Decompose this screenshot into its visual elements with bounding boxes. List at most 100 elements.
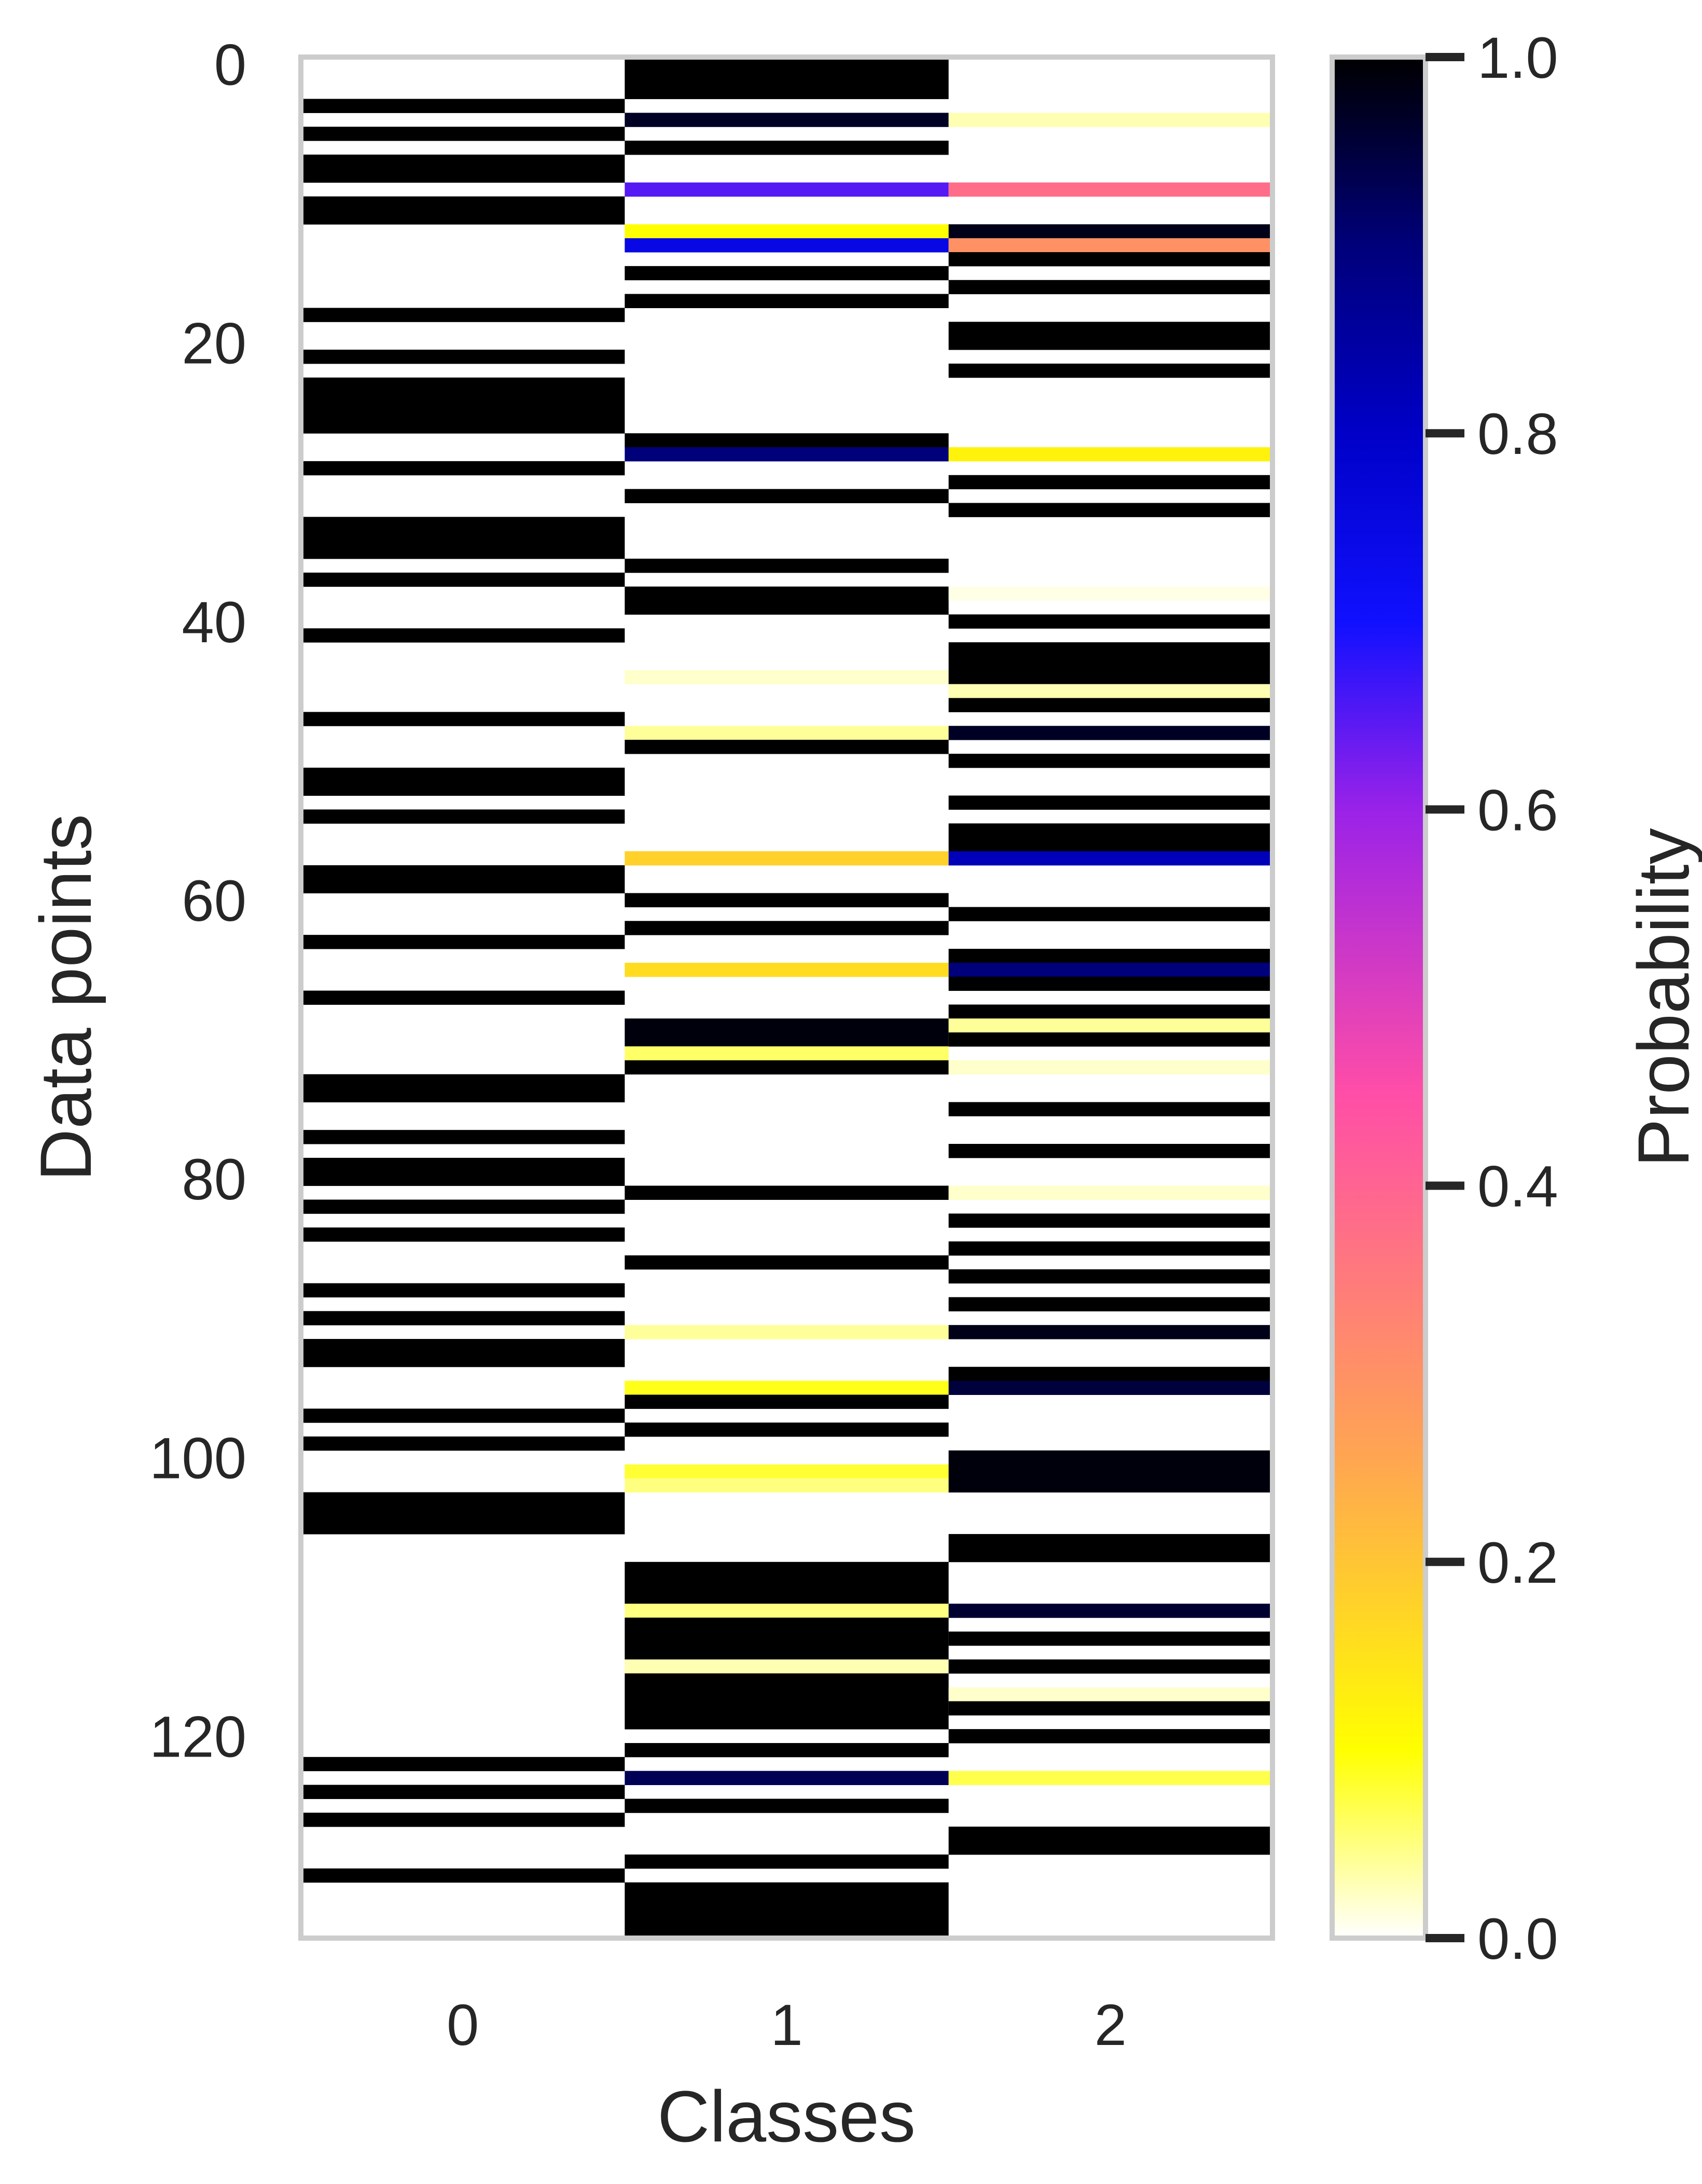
heatmap-cell-class-2 — [948, 1632, 1272, 1646]
heatmap-cell-class-2 — [948, 447, 1272, 462]
heatmap-cell-class-1 — [625, 57, 949, 100]
heatmap-cell-class-1 — [625, 1422, 949, 1437]
y-tick-label: 60 — [182, 868, 246, 933]
heatmap-cell-class-2 — [948, 1366, 1272, 1381]
heatmap-cell-class-1 — [625, 224, 949, 239]
heatmap-cell-class-2 — [948, 614, 1272, 629]
heatmap-cell-class-0 — [301, 1785, 625, 1799]
heatmap-cell-class-0 — [301, 1757, 625, 1772]
heatmap-cell-class-1 — [625, 1394, 949, 1409]
heatmap-cell-class-1 — [625, 851, 949, 866]
heatmap-cell-class-1 — [625, 740, 949, 754]
heatmap-cell-class-1 — [625, 1673, 949, 1716]
heatmap-cell-class-1 — [625, 266, 949, 281]
heatmap-cell-class-0 — [301, 628, 625, 643]
heatmap-cell-class-2 — [948, 1604, 1272, 1618]
heatmap-cell-class-1 — [625, 294, 949, 308]
heatmap-cell-class-1 — [625, 1561, 949, 1604]
colorbar-tick-label: 0.2 — [1477, 1530, 1558, 1595]
heatmap-cell-class-2 — [948, 698, 1272, 712]
heatmap-cell-class-2 — [948, 363, 1272, 378]
heatmap-cell-class-2 — [948, 1144, 1272, 1158]
heatmap-cell-class-0 — [301, 517, 625, 559]
y-tick-label: 100 — [149, 1426, 246, 1490]
heatmap-cell-class-2 — [948, 1269, 1272, 1284]
colorbar-tick-label: 0.8 — [1477, 402, 1558, 466]
heatmap-cell-class-1 — [625, 1464, 949, 1479]
heatmap-cell-class-0 — [301, 1408, 625, 1423]
heatmap-cell-class-2 — [948, 1687, 1272, 1702]
heatmap-cell-class-0 — [301, 196, 625, 225]
x-axis-label: Classes — [657, 2076, 916, 2157]
heatmap-cell-class-2 — [948, 1701, 1272, 1716]
heatmap-cell-class-1 — [625, 1604, 949, 1618]
heatmap-cell-class-0 — [301, 1227, 625, 1242]
colorbar — [1330, 54, 1428, 1941]
heatmap-cell-class-1 — [625, 1478, 949, 1492]
heatmap-cell-class-2 — [948, 1297, 1272, 1311]
heatmap-cell-class-0 — [301, 127, 625, 141]
colorbar-tick-label: 0.6 — [1477, 778, 1558, 842]
heatmap-cell-class-0 — [301, 308, 625, 322]
x-tick-labels: 0 1 2 — [447, 1993, 1127, 2057]
heatmap-cell-class-2 — [948, 113, 1272, 127]
heatmap-cell-class-1 — [625, 489, 949, 503]
y-tick-label: 120 — [149, 1705, 246, 1770]
heatmap-cell-class-2 — [948, 1004, 1272, 1019]
heatmap-cell-class-0 — [301, 1283, 625, 1297]
heatmap-cell-class-2 — [948, 907, 1272, 921]
heatmap-cell-class-0 — [301, 865, 625, 894]
x-tick-label: 2 — [1095, 1993, 1127, 2057]
heatmap-cell-class-2 — [948, 1060, 1272, 1075]
heatmap-cell-class-1 — [625, 113, 949, 127]
heatmap-cell-class-0 — [301, 99, 625, 113]
heatmap-cell-class-2 — [948, 1827, 1272, 1855]
heatmap-cell-class-0 — [301, 990, 625, 1005]
heatmap-cell-class-2 — [948, 1032, 1272, 1047]
heatmap-cell-class-1 — [625, 1185, 949, 1200]
heatmap-cell-class-2 — [948, 322, 1272, 350]
heatmap-cell-class-2 — [948, 1241, 1272, 1256]
heatmap-cell-class-1 — [625, 1046, 949, 1061]
heatmap-cell-class-0 — [301, 377, 625, 434]
heatmap-cell-class-0 — [301, 767, 625, 796]
heatmap-cell-class-1 — [625, 1060, 949, 1075]
heatmap-cell-class-2 — [948, 503, 1272, 517]
heatmap-cell-class-1 — [625, 1715, 949, 1730]
heatmap-cell-class-0 — [301, 1074, 625, 1102]
heatmap-cell-class-1 — [625, 670, 949, 685]
x-tick-label: 1 — [770, 1993, 802, 2057]
heatmap-cell-class-1 — [625, 558, 949, 573]
heatmap-cell-class-0 — [301, 1157, 625, 1186]
heatmap-cell-class-1 — [625, 1771, 949, 1786]
heatmap-cell-class-0 — [301, 1130, 625, 1144]
heatmap-cell-class-2 — [948, 238, 1272, 253]
heatmap-cell-class-2 — [948, 823, 1272, 852]
heatmap-cell-class-1 — [625, 433, 949, 448]
heatmap-cell-class-2 — [948, 976, 1272, 991]
heatmap-cell-class-0 — [301, 1339, 625, 1367]
heatmap-cell-class-1 — [625, 1018, 949, 1047]
heatmap-cell-class-1 — [625, 921, 949, 935]
heatmap-cell-class-0 — [301, 712, 625, 726]
heatmap-cell-class-0 — [301, 572, 625, 587]
heatmap-cell-class-2 — [948, 280, 1272, 295]
heatmap-cell-class-0 — [301, 1492, 625, 1535]
y-tick-label: 20 — [182, 311, 246, 376]
plot-frame — [298, 54, 1275, 1941]
y-axis-label: Data points — [25, 814, 106, 1181]
y-tick-label: 40 — [182, 590, 246, 655]
heatmap-cell-class-2 — [948, 1450, 1272, 1493]
heatmap-cell-class-2 — [948, 962, 1272, 977]
heatmap-cell-class-2 — [948, 1659, 1272, 1674]
heatmap-cell-class-0 — [301, 1311, 625, 1325]
heatmap-cell-class-0 — [301, 461, 625, 476]
heatmap-cell-class-0 — [301, 155, 625, 183]
heatmap-cell-class-1 — [625, 447, 949, 462]
colorbar-tick-label: 0.4 — [1477, 1154, 1558, 1219]
heatmap-cell-class-0 — [301, 350, 625, 364]
y-tick-label: 80 — [182, 1147, 246, 1212]
heatmap-cell-class-2 — [948, 1771, 1272, 1786]
heatmap-cell-class-1 — [625, 1743, 949, 1758]
